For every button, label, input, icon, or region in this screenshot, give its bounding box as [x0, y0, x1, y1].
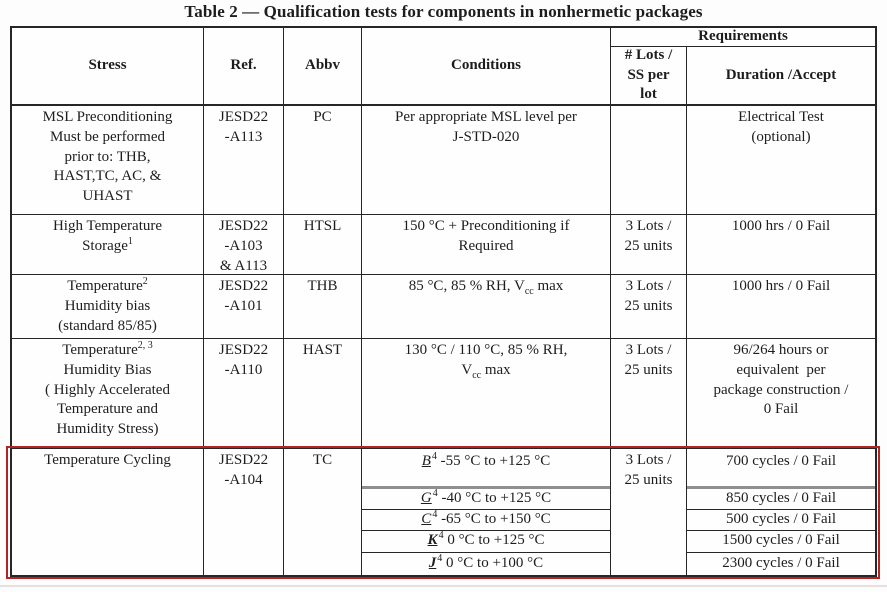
msl-stress-cell: MSL Preconditioning Must be performed pr… [12, 106, 204, 215]
tc-stress-cell: Temperature Cycling [12, 449, 204, 575]
tc-condition-row: C4 -65 °C to +150 °C [362, 508, 610, 531]
msl-abbv-cell: PC [284, 106, 362, 215]
tc-condition-row: J4 0 °C to +100 °C [428, 553, 544, 572]
table-title: Table 2 — Qualification tests for compon… [184, 2, 703, 21]
vcc-subscript: cc [524, 286, 534, 297]
htsl-stress-line2: Storage1 [82, 235, 133, 254]
hast-stress-cell: Temperature2, 3 Humidity Bias ( Highly A… [12, 339, 204, 449]
htsl-stress-line1: High Temperature [52, 218, 163, 234]
header-lots: # Lots / SS per lot [611, 47, 687, 106]
tc-condition-row: G4 -40 °C to +125 °C [362, 487, 610, 510]
msl-duration-cell: Electrical Test (optional) [687, 106, 875, 215]
thb-stress-cell: Temperature2 Humidity bias (standard 85/… [12, 275, 204, 339]
tc-duration-row: 1500 cycles / 0 Fail [687, 531, 875, 553]
tc-class-letter: J [428, 555, 437, 572]
header-ref: Ref. [204, 28, 284, 106]
qualification-table: Stress Ref. Abbv Conditions Requirements… [10, 26, 877, 577]
hast-stress-rest: Humidity Bias ( Highly Accelerated Tempe… [45, 361, 170, 438]
footnote-ref: 4 [432, 487, 438, 499]
htsl-abbv-cell: HTSL [284, 215, 362, 275]
thb-abbv-cell: THB [284, 275, 362, 339]
footnote-ref: 2, 3 [137, 340, 153, 351]
header-requirements: Requirements [611, 28, 875, 47]
tc-duration-row: 700 cycles / 0 Fail [687, 449, 875, 489]
tc-abbv-cell: TC [284, 449, 362, 575]
htsl-lots-cell: 3 Lots / 25 units [611, 215, 687, 275]
hast-lots-cell: 3 Lots / 25 units [611, 339, 687, 449]
header-conditions: Conditions [362, 28, 611, 106]
tc-duration-row: 500 cycles / 0 Fail [687, 510, 875, 531]
tc-class-letter: B [421, 453, 431, 469]
msl-ref-cell: JESD22 -A113 [204, 106, 284, 215]
htsl-stress-cell: High Temperature Storage1 [12, 215, 204, 275]
header-stress: Stress [12, 28, 204, 106]
thb-conditions-cell: 85 °C, 85 % RH, Vcc max [362, 275, 611, 339]
thb-duration-cell: 1000 hrs / 0 Fail [687, 275, 875, 339]
tc-class-letter: C [421, 510, 432, 527]
header-abbv: Abbv [284, 28, 362, 106]
hast-ref-cell: JESD22 -A110 [204, 339, 284, 449]
footnote-ref: 1 [127, 235, 133, 247]
hast-duration-cell: 96/264 hours or equivalent per package c… [687, 339, 875, 449]
thb-lots-cell: 3 Lots / 25 units [611, 275, 687, 339]
footnote-ref: 4 [438, 530, 444, 542]
tc-duration-cell: 700 cycles / 0 Fail 850 cycles / 0 Fail … [687, 449, 875, 575]
tc-condition-row: K4 0 °C to +125 °C [362, 530, 610, 553]
htsl-conditions-cell: 150 °C + Preconditioning if Required [362, 215, 611, 275]
tc-ref-cell: JESD22 -A104 [204, 449, 284, 575]
footnote-ref: 4 [431, 451, 437, 462]
page-divider-line [0, 585, 887, 587]
hast-abbv-cell: HAST [284, 339, 362, 449]
tc-lots-cell: 3 Lots / 25 units [611, 449, 687, 575]
msl-lots-cell [611, 106, 687, 215]
footnote-ref: 4 [432, 508, 438, 520]
vcc-subscript: cc [472, 369, 482, 381]
thb-ref-cell: JESD22 -A101 [204, 275, 284, 339]
tc-conditions-cell: B4 -55 °C to +125 °C G4 -40 °C to +125 °… [362, 449, 611, 575]
tc-duration-row: 850 cycles / 0 Fail [687, 489, 875, 510]
hast-stress-line1: Temperature2, 3 [62, 340, 153, 359]
tc-class-letter: G [420, 489, 432, 506]
htsl-duration-cell: 1000 hrs / 0 Fail [687, 215, 875, 275]
footnote-ref: 4 [437, 553, 443, 565]
tc-duration-row: 2300 cycles / 0 Fail [722, 555, 840, 572]
thb-stress-line1: Temperature2 [67, 276, 148, 295]
header-duration: Duration /Accept [687, 47, 875, 106]
tc-condition-row: B4 -55 °C to +125 °C [362, 449, 610, 489]
htsl-ref-cell: JESD22 -A103 & A113 [204, 215, 284, 275]
hast-conditions-cell: 130 °C / 110 °C, 85 % RH, Vcc max [362, 339, 611, 449]
msl-conditions-cell: Per appropriate MSL level per J-STD-020 [362, 106, 611, 215]
thb-stress-rest: Humidity bias (standard 85/85) [58, 297, 157, 334]
tc-class-letter: K [427, 532, 438, 549]
footnote-ref: 2 [142, 276, 148, 287]
